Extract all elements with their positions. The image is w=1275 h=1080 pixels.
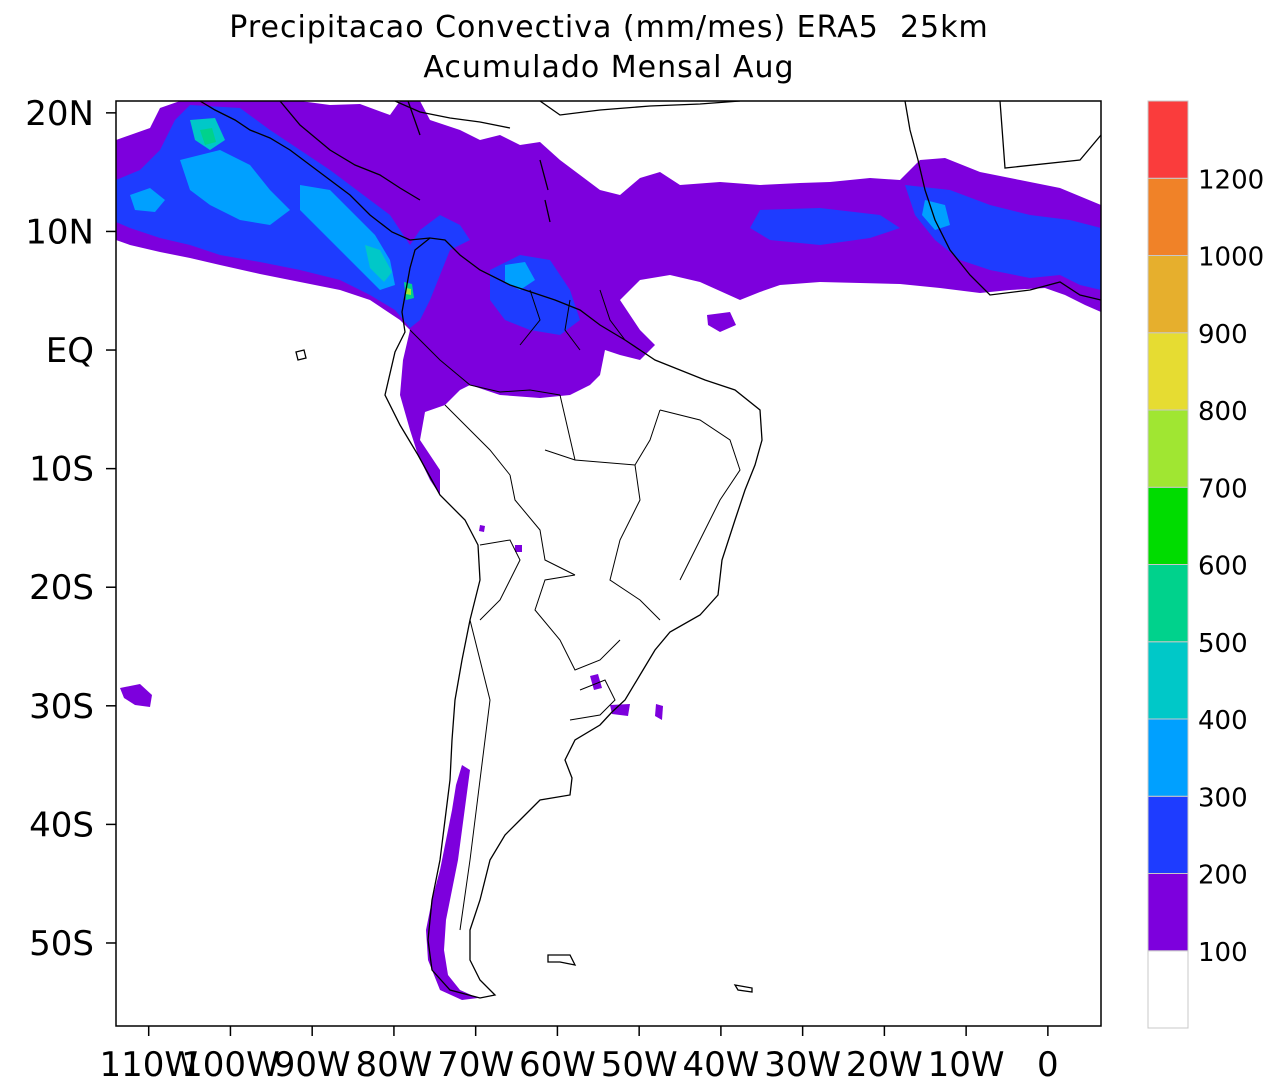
colorbar-label: 1200: [1198, 165, 1264, 195]
border: [509, 474, 576, 576]
colorbar-label: 200: [1198, 861, 1248, 891]
lat-tick-label: 10N: [25, 212, 94, 252]
colorbar-swatch: [1147, 177, 1189, 256]
lat-tick-label: 40S: [29, 805, 94, 845]
precip-core-green: [200, 128, 216, 145]
coastline-caribbean: [279, 101, 421, 201]
lon-tick-label: 80W: [355, 1045, 432, 1080]
lat-tick-label: 50S: [29, 924, 94, 964]
coastline-africa: [904, 101, 1101, 301]
lon-tick-label: 90W: [274, 1045, 351, 1080]
map-area: [116, 101, 1101, 1000]
colorbar-label: 800: [1198, 397, 1248, 427]
border: [609, 464, 661, 621]
precip-patch-lightblue: [505, 262, 535, 290]
colorbar-swatch: [1147, 332, 1189, 411]
precip-small-patch: [590, 674, 602, 690]
caribbean-islands: [394, 101, 551, 223]
lon-tick-label: 20W: [846, 1045, 923, 1080]
lat-tick-label: 10S: [29, 450, 94, 490]
precip-patch-lightblue: [180, 150, 290, 225]
border: [569, 679, 616, 721]
precip-small-patch: [610, 704, 630, 716]
coastline-iberia: [999, 101, 1101, 169]
border: [444, 404, 511, 476]
colorbar-swatch: [1147, 100, 1189, 179]
lat-tick-label: 20S: [29, 568, 94, 608]
precip-small-patch: [707, 312, 736, 332]
colorbar-label: 700: [1198, 474, 1248, 504]
lon-tick-label: 0: [1037, 1045, 1059, 1080]
colorbar-label: 400: [1198, 706, 1248, 736]
coastline-south-america: [384, 237, 763, 999]
country-borders: [409, 289, 741, 931]
precip-patch-blue: [905, 185, 1101, 290]
border: [479, 539, 521, 621]
map-frame: [115, 100, 1102, 1027]
lon-tick-label: 70W: [437, 1045, 514, 1080]
precip-patch-lightblue: [130, 188, 165, 212]
colorbar-swatch: [1147, 409, 1189, 488]
lon-tick-label: 10W: [928, 1045, 1005, 1080]
colorbar-label: 500: [1198, 629, 1248, 659]
lat-tick-label: EQ: [46, 331, 94, 371]
colorbar-swatch: [1147, 950, 1189, 1029]
title-line-1: Precipitacao Convectiva (mm/mes) ERA5 25…: [229, 10, 989, 45]
colorbar-swatch: [1147, 795, 1189, 874]
border: [544, 409, 661, 466]
colorbar-swatch: [1147, 564, 1189, 643]
precip-small-patch: [655, 704, 663, 720]
lon-tick-label: 40W: [682, 1045, 759, 1080]
lon-tick-label: 100W: [181, 1045, 280, 1080]
precip-patch-blue: [750, 208, 900, 245]
colorbar-swatch: [1147, 641, 1189, 720]
precip-chile-band: [426, 765, 478, 1000]
lon-tick-label: 50W: [601, 1045, 678, 1080]
precip-small-patch: [515, 545, 522, 552]
lat-tick-label: 30S: [29, 687, 94, 727]
colorbar-swatch: [1147, 873, 1189, 952]
lon-tick-label: 60W: [519, 1045, 596, 1080]
coastlines: [199, 101, 1101, 999]
precip-small-patch: [120, 684, 152, 707]
south-georgia: [733, 984, 753, 993]
colorbar-label: 100: [1198, 938, 1248, 968]
border: [534, 574, 621, 671]
colorbar-label: 900: [1198, 320, 1248, 350]
border: [564, 299, 581, 351]
lon-tick-label: 30W: [764, 1045, 841, 1080]
title-line-2: Acumulado Mensal Aug: [423, 50, 795, 85]
latitude-axis: 20N 10N EQ 10S 20S 30S 40S 50S: [25, 94, 116, 964]
coastline-north-america: [407, 101, 741, 136]
border: [409, 329, 561, 396]
colorbar-swatch: [1147, 486, 1189, 565]
border: [559, 394, 576, 461]
galapagos: [295, 349, 307, 361]
colorbar-label: 1000: [1198, 243, 1264, 273]
precip-core-cyan: [365, 245, 392, 282]
lon-tick-label: 110W: [99, 1045, 198, 1080]
lat-tick-label: 20N: [25, 94, 94, 134]
precip-patch-lightblue: [922, 200, 950, 230]
colorbar-label: 300: [1198, 783, 1248, 813]
colorbar-swatch: [1147, 255, 1189, 334]
border: [599, 289, 626, 341]
precip-small-patch: [479, 525, 485, 532]
colorbar-swatch: [1147, 718, 1189, 797]
border: [659, 409, 741, 581]
border: [459, 619, 491, 931]
coastline-central-america: [199, 101, 431, 241]
border: [519, 289, 541, 346]
colorbar-label: 600: [1198, 552, 1248, 582]
precip-core-light-green: [406, 288, 411, 295]
falkland-islands: [547, 954, 577, 966]
colorbar: 100 200 300 400 500 600 700 800 900 1000 1200: [1147, 100, 1264, 1029]
